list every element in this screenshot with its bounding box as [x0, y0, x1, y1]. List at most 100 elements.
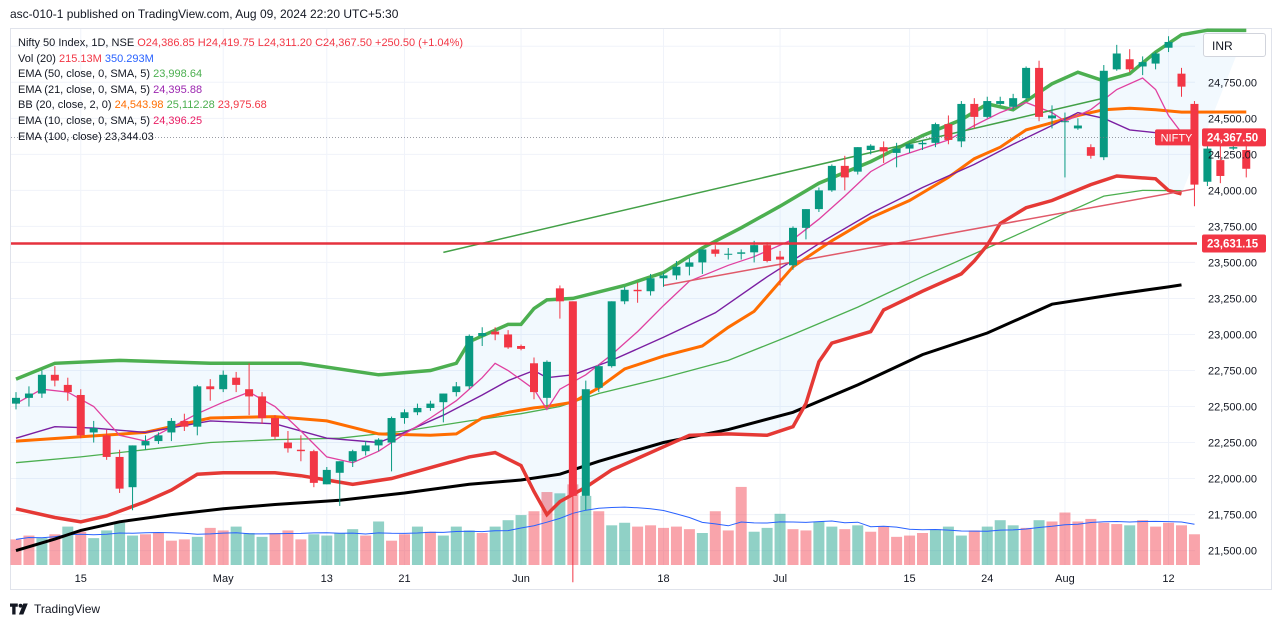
- candle: [1035, 60, 1044, 122]
- candle-body: [918, 142, 927, 145]
- x-tick-label: Jul: [773, 573, 787, 585]
- candle: [361, 441, 370, 456]
- candle: [374, 438, 383, 452]
- candle-body: [659, 275, 668, 279]
- volume-bar: [619, 522, 631, 565]
- volume-bar: [1020, 527, 1032, 565]
- bb-area: [16, 30, 1247, 522]
- candle: [348, 449, 357, 468]
- volume-bar: [165, 540, 177, 565]
- candle: [879, 141, 888, 163]
- candle-body: [400, 412, 409, 419]
- volume-bar: [1085, 518, 1097, 565]
- y-tick-label: 23,500.00: [1208, 257, 1257, 269]
- volume-bar: [554, 493, 566, 565]
- volume-bar: [580, 495, 592, 565]
- candle: [944, 115, 953, 145]
- volume-bar: [891, 536, 903, 565]
- candle-body: [814, 190, 823, 210]
- volume-bar: [114, 522, 126, 565]
- candle: [1073, 118, 1082, 130]
- candle: [452, 382, 461, 397]
- volume-bar: [282, 530, 294, 565]
- volume-bar: [839, 529, 851, 565]
- volume-bar: [217, 530, 229, 565]
- legend-row-bb: BB (20, close, 2, 0) 24,543.98 25,112.28…: [18, 98, 463, 114]
- volume-bar: [191, 536, 203, 565]
- candle-body: [879, 147, 888, 152]
- volume-bar: [256, 536, 268, 565]
- candle: [763, 242, 772, 263]
- volume-bar: [748, 531, 760, 565]
- volume-bar: [981, 526, 993, 565]
- candle: [659, 272, 668, 287]
- legend-row-ema10: EMA (10, close, 0, SMA, 5) 24,396.25: [18, 114, 463, 130]
- legend-volume: 215.13M: [58, 52, 102, 65]
- y-tick-label: 23,000.00: [1208, 329, 1257, 341]
- candle-body: [258, 396, 267, 419]
- candle: [724, 248, 733, 260]
- candle: [685, 258, 694, 276]
- candle-body: [633, 289, 642, 292]
- candle-body: [1125, 59, 1134, 70]
- candle: [219, 370, 228, 393]
- volume-bar: [904, 535, 916, 565]
- candle: [24, 386, 33, 407]
- candle-body: [271, 418, 279, 437]
- candle: [1022, 66, 1031, 102]
- candle-body: [387, 418, 396, 443]
- symbol-tag: NIFTY: [1161, 132, 1193, 144]
- candle-body: [517, 345, 526, 349]
- candle-body: [102, 435, 111, 457]
- candle-body: [996, 101, 1005, 104]
- candle: [905, 142, 914, 153]
- candle: [1099, 65, 1108, 161]
- candle-body: [1203, 148, 1212, 182]
- candle: [1164, 36, 1173, 53]
- candle-body: [594, 366, 603, 388]
- candle: [50, 366, 59, 387]
- volume-bar: [204, 527, 216, 565]
- candle-body: [426, 403, 435, 408]
- candle: [931, 122, 940, 148]
- volume-bar: [1033, 520, 1045, 565]
- candle: [387, 416, 396, 472]
- candle-body: [568, 301, 577, 496]
- last-price-label-bg: [1202, 128, 1266, 147]
- candle-body: [1164, 41, 1173, 48]
- candle-body: [374, 439, 383, 446]
- legend-change: +250.50 (+1.04%): [375, 37, 464, 49]
- candle-body: [711, 249, 720, 254]
- candle-body: [581, 389, 590, 496]
- y-tick-label: 21,750.00: [1208, 510, 1257, 522]
- candle-body: [50, 374, 59, 381]
- candles: [12, 36, 1264, 583]
- volume-bar: [49, 534, 61, 565]
- legend-row-ema50: EMA (50, close, 0, SMA, 5) 23,998.64: [18, 67, 463, 83]
- candle-body: [685, 262, 694, 267]
- last-price-label: 24,367.50: [1207, 132, 1258, 144]
- candle: [478, 327, 487, 346]
- currency-selector[interactable]: INR: [1203, 33, 1266, 57]
- candle-body: [296, 449, 305, 452]
- candle-body: [348, 451, 357, 462]
- y-tick-label: 24,250.00: [1208, 149, 1257, 161]
- candle: [581, 380, 590, 511]
- overlays: [11, 136, 1197, 245]
- volume-bar: [917, 533, 928, 565]
- candle-body: [1177, 73, 1186, 87]
- candle-body: [439, 393, 448, 403]
- candle-body: [24, 393, 33, 398]
- candle: [167, 418, 176, 442]
- volume-bar: [683, 529, 695, 565]
- volume-bar: [178, 539, 190, 565]
- volume-bar: [645, 525, 657, 565]
- candle: [827, 164, 836, 192]
- candle-body: [892, 148, 901, 153]
- x-tick-label: 13: [321, 573, 333, 585]
- candle: [128, 445, 137, 511]
- candle: [866, 144, 875, 155]
- candle-body: [309, 451, 318, 483]
- volume-bar: [476, 533, 488, 565]
